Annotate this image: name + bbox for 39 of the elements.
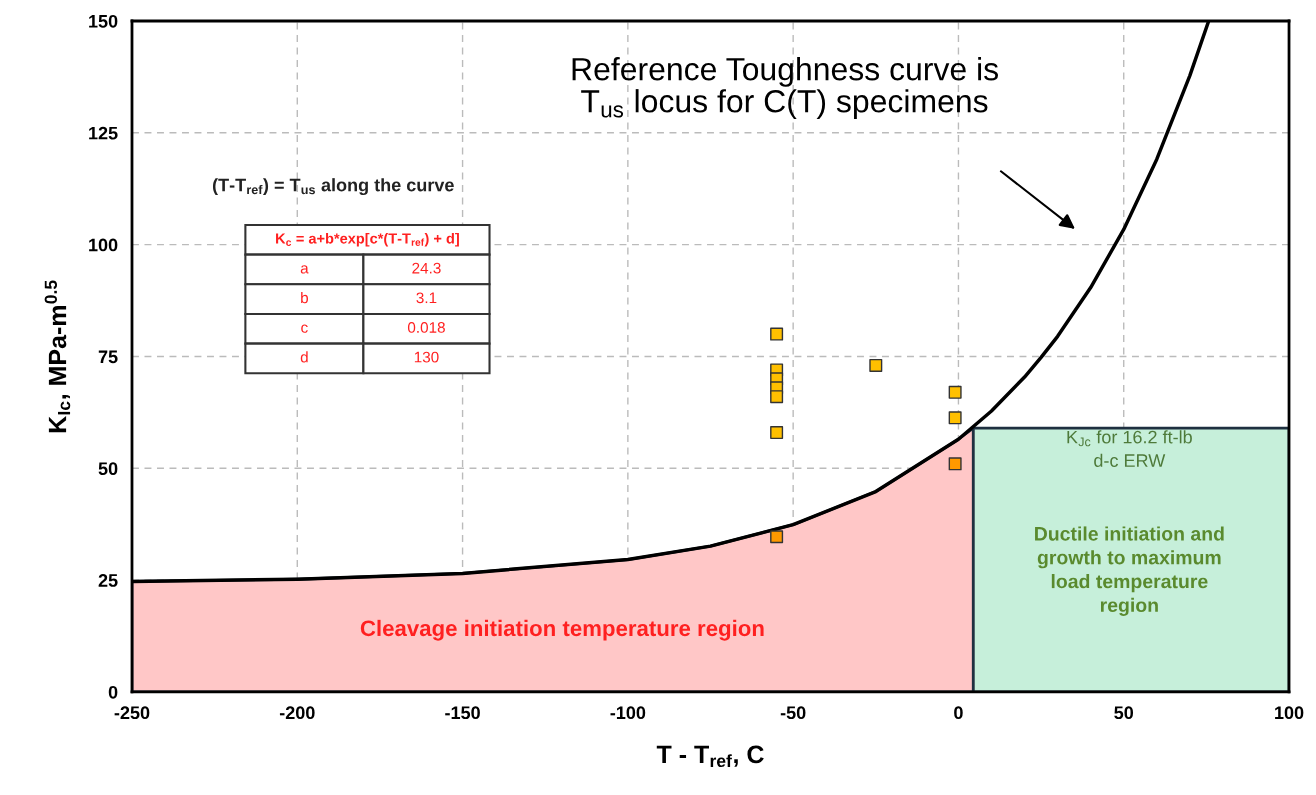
point [770,390,784,404]
point [948,457,962,471]
x-tick-label: 50 [1114,706,1134,720]
annotation: 0.018 [407,322,445,333]
point [770,530,784,544]
y-tick-label: 50 [98,462,118,476]
annotation: a [300,265,309,274]
x-tick-label: 100 [1275,706,1304,720]
annotation: 3.1 [416,292,437,304]
point [948,385,962,399]
annotation: K$_{Jc}$ for 16.2 ft-lb d-c ERW [1067,430,1192,467]
annotation: c [301,324,308,333]
annotation: d [300,351,308,363]
point [770,426,784,440]
point [770,327,784,341]
annotation: Reference Toughness curve is T$_{us}$ locus for C(T) specimens [572,57,998,119]
annotation: K$_{c}$ = a+b*exp[c*(T-T$_{ref}$) + d] [276,232,459,247]
x-tick-label: -50 [780,706,806,720]
annotation: Cleavage initiation temperature region [360,619,764,641]
y-tick-label: 75 [98,350,118,364]
x-axis-title: T - T$_{ref}$, C [656,745,764,768]
x-tick-label: -100 [610,706,646,720]
x-tick-label: -150 [445,706,480,720]
annotation: 130 [414,351,439,363]
annotation: 24.3 [412,262,441,274]
x-tick-label: 0 [954,706,963,720]
y-tick-label: 25 [98,574,118,587]
x-tick-label: -200 [279,706,315,720]
x-tick-label: -250 [114,706,150,720]
y-tick-label: 0 [108,685,118,699]
y-tick-label: 150 [89,14,118,28]
y-tick-label: 125 [89,126,118,140]
y-tick-label: 100 [89,238,118,252]
point [869,358,883,372]
y-axis-title: K$_{Ic}$, MPa-m$^{0.5}$ [44,280,71,433]
annotation: Ductile initiation and growth to maximum load temperature region [1035,526,1224,616]
annotation: (T-T$_{ref}$) = T$_{us}$ along the curve [212,178,454,196]
point [948,411,962,425]
annotation: b [301,291,308,304]
